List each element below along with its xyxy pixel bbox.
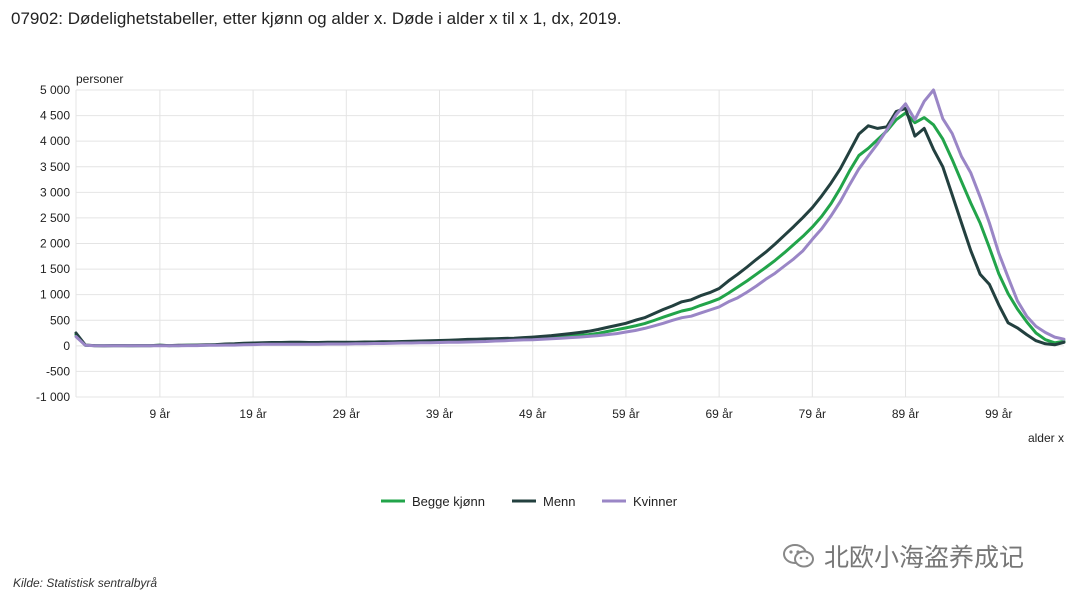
legend[interactable]: Begge kjønn Menn Kvinner [381,494,678,509]
wechat-icon [783,544,814,568]
x-axis-ticks: 9 år 19 år 29 år 39 år 49 år 59 år 69 år 79 år 8… [150,407,1013,421]
legend-label: Menn [543,494,576,509]
x-tick-label: 19 år [239,407,266,421]
y-tick-label: 4 500 [40,109,70,123]
data-series [74,88,1066,348]
x-tick-label: 39 år [426,407,453,421]
x-tick-label: 9 år [150,407,171,421]
y-tick-label: 4 000 [40,134,70,148]
y-tick-label: -500 [46,364,70,378]
line-chart: -1 000 -500 0 500 1 000 1 500 2 000 2 500 3 000 3… [36,72,1066,509]
y-axis-label: personer [76,72,123,86]
y-tick-label: 3 000 [40,185,70,199]
y-axis-ticks: -1 000 -500 0 500 1 000 1 500 2 000 2 500 3 000 3… [36,83,70,404]
y-tick-label: 0 [63,339,70,353]
legend-item[interactable]: Menn [512,494,576,509]
series-line-menn [74,106,1066,348]
watermark-text: 北欧小海盗养成记 [824,543,1025,572]
x-tick-label: 79 år [799,407,826,421]
watermark: 北欧小海盗养成记 [782,538,1024,574]
series-line-begge-kjønn [74,111,1066,348]
x-tick-label: 49 år [519,407,546,421]
y-tick-label: 3 500 [40,160,70,174]
y-tick-label: 5 000 [40,83,70,97]
y-tick-label: 1 500 [40,262,70,276]
x-tick-label: 29 år [333,407,360,421]
x-axis-label: alder x [1028,431,1064,445]
legend-item[interactable]: Begge kjønn [381,494,485,509]
legend-label: Kvinner [633,494,678,509]
x-tick-label: 89 år [892,407,919,421]
legend-label: Begge kjønn [412,494,485,509]
y-tick-label: -1 000 [36,390,70,404]
chart-title: 07902: Dødelighetstabeller, etter kjønn … [11,9,622,28]
series-line-kvinner [74,88,1066,348]
y-tick-label: 500 [50,313,70,327]
x-tick-label: 59 år [612,407,639,421]
y-tick-label: 2 500 [40,211,70,225]
legend-item[interactable]: Kvinner [602,494,678,509]
source-note: Kilde: Statistisk sentralbyrå [13,576,158,590]
x-tick-label: 99 år [985,407,1012,421]
x-tick-label: 69 år [705,407,732,421]
grid-lines [75,89,1064,398]
y-tick-label: 2 000 [40,237,70,251]
y-tick-label: 1 000 [40,288,70,302]
